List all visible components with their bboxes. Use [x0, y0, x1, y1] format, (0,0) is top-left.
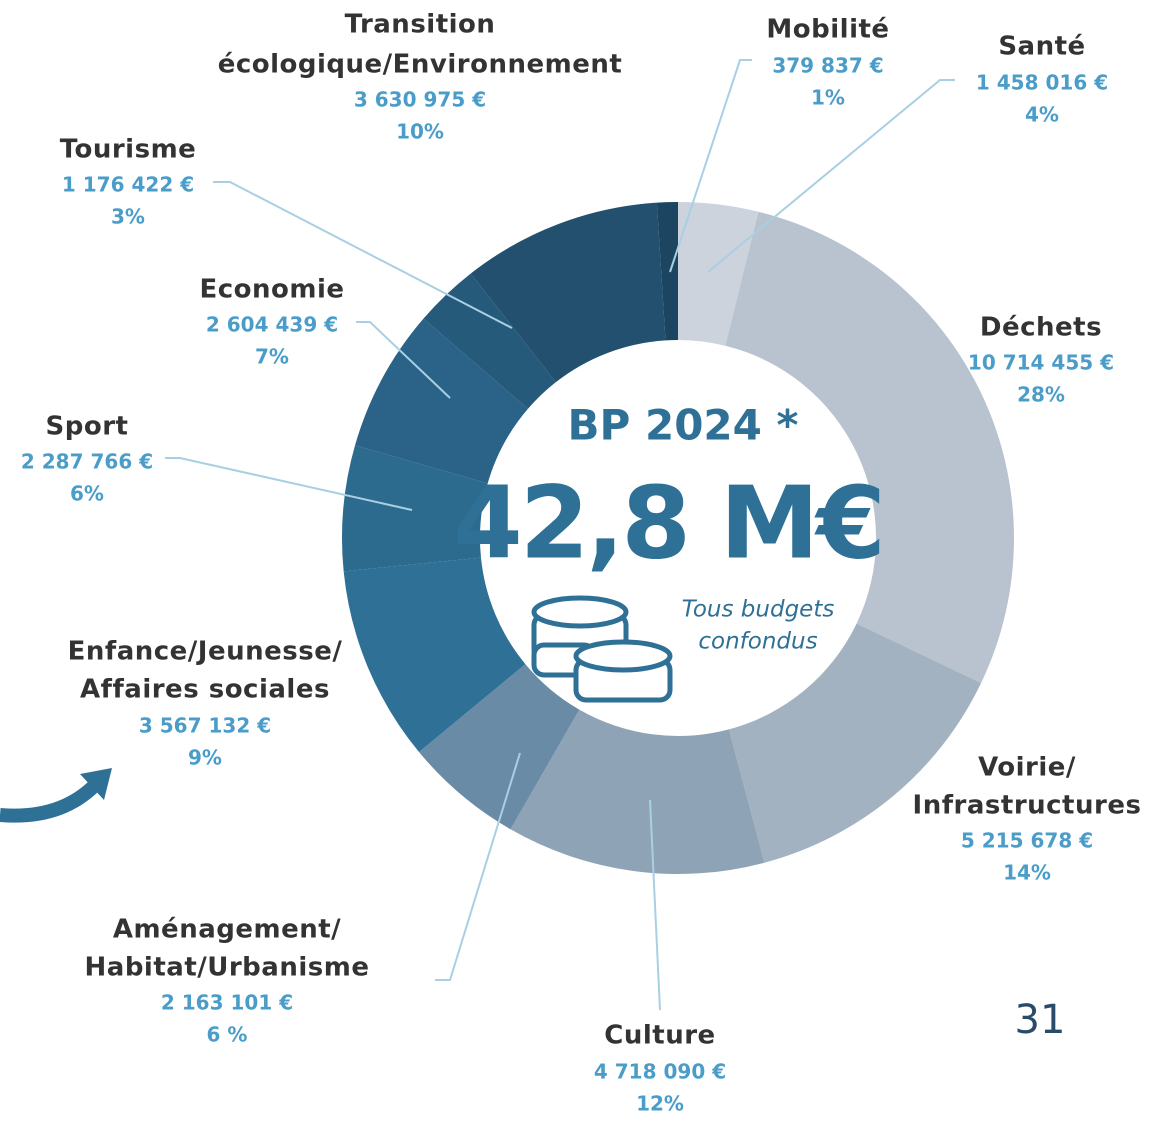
leader-line: [165, 457, 413, 511]
category-label: Affaires sociales: [80, 675, 330, 705]
center-title: BP 2024 *: [568, 401, 799, 450]
amount-label: 2 604 439 €: [206, 313, 338, 337]
category-label: Sport: [46, 412, 129, 442]
category-label: Enfance/Jeunesse/: [68, 637, 343, 667]
slice: [470, 202, 666, 383]
amount-label: 1 458 016 €: [976, 71, 1108, 95]
amount-label: 4 718 090 €: [594, 1060, 726, 1084]
coins-icon: [531, 595, 673, 703]
percent-label: 6 %: [207, 1023, 248, 1047]
center-note: confondus: [698, 629, 817, 655]
category-label: Infrastructures: [913, 791, 1142, 821]
category-label: Santé: [998, 32, 1085, 62]
category-label: Economie: [199, 275, 344, 305]
category-label: Voirie/: [978, 753, 1076, 783]
slice: [341, 445, 488, 572]
category-label: Mobilité: [766, 15, 889, 45]
percent-label: 10%: [396, 120, 444, 144]
percent-label: 7%: [255, 345, 289, 369]
center-note: Tous budgets: [682, 597, 835, 623]
slice: [343, 557, 526, 753]
arrow: [0, 779, 100, 823]
percent-label: 14%: [1003, 861, 1051, 885]
percent-label: 4%: [1025, 103, 1059, 127]
leader-line: [213, 181, 513, 329]
amount-label: 3 630 975 €: [354, 88, 486, 112]
page-number: 31: [1015, 997, 1066, 1043]
slice: [418, 664, 580, 830]
percent-label: 28%: [1017, 383, 1065, 407]
amount-label: 2 163 101 €: [161, 991, 293, 1015]
amount-label: 5 215 678 €: [961, 829, 1093, 853]
amount-label: 1 176 422 €: [62, 173, 194, 197]
category-label: Transition: [345, 10, 496, 40]
leader-line: [707, 79, 955, 273]
percent-label: 1%: [811, 86, 845, 110]
amount-label: 10 714 455 €: [968, 351, 1114, 375]
percent-label: 12%: [636, 1092, 684, 1116]
category-label: Déchets: [980, 313, 1102, 343]
slice: [728, 623, 982, 863]
slice: [656, 202, 678, 341]
leader-line: [435, 752, 521, 981]
category-label: Aménagement/: [113, 915, 341, 945]
percent-label: 9%: [188, 746, 222, 770]
arrow-head: [80, 768, 112, 800]
percent-label: 6%: [70, 482, 104, 506]
slice: [678, 202, 759, 346]
leader-line: [669, 59, 752, 273]
leader-line: [649, 799, 661, 1011]
percent-label: 3%: [111, 205, 145, 229]
slice: [725, 211, 1014, 684]
leader-line: [356, 321, 451, 399]
amount-label: 379 837 €: [772, 54, 883, 78]
slice: [510, 709, 765, 874]
slice: [423, 273, 556, 409]
category-label: Habitat/Urbanisme: [85, 953, 370, 983]
category-label: écologique/Environnement: [218, 50, 623, 80]
amount-label: 3 567 132 €: [139, 714, 271, 738]
amount-label: 2 287 766 €: [21, 450, 153, 474]
category-label: Tourisme: [60, 135, 197, 165]
category-label: Culture: [604, 1021, 715, 1051]
slice: [355, 318, 528, 484]
center-value: 42,8 M€: [453, 464, 883, 581]
